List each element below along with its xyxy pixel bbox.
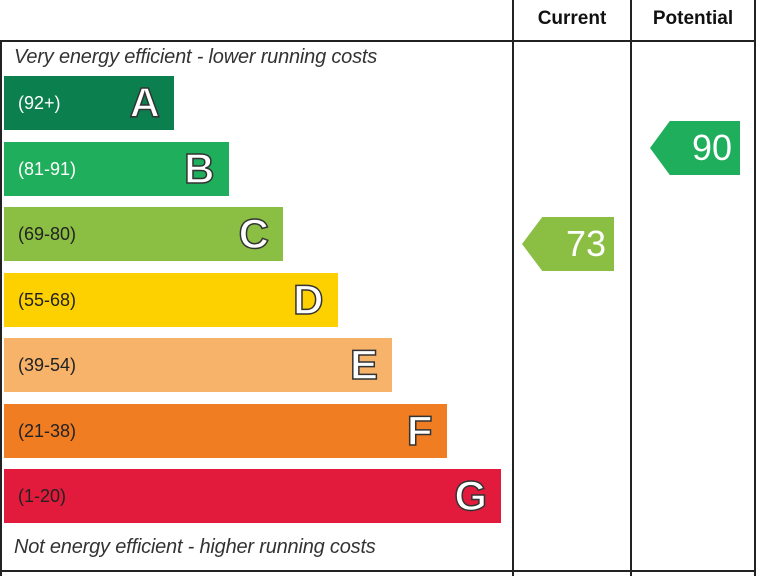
- potential-column-header: Potential: [652, 8, 734, 29]
- band-range-label: (81-91): [18, 158, 77, 179]
- band-g: (1-20) G: [4, 469, 501, 523]
- band-letter: F: [406, 406, 433, 455]
- divider-current-potential: [630, 0, 632, 576]
- right-border: [754, 0, 756, 576]
- divider-bands-current: [512, 0, 514, 576]
- band-e: (39-54) E: [4, 338, 392, 392]
- band-letter: E: [349, 340, 379, 389]
- top-rule: [0, 40, 756, 42]
- bottom-rule: [0, 570, 756, 572]
- potential-rating-arrow: 90: [650, 121, 740, 175]
- band-c: (69-80) C: [4, 207, 283, 261]
- band-letter: C: [238, 209, 270, 258]
- band-letter: G: [454, 471, 488, 520]
- band-letter: D: [292, 275, 324, 324]
- band-b: (81-91) B: [4, 141, 229, 196]
- band-letter: A: [129, 78, 161, 127]
- band-a: (92+) A: [4, 76, 174, 130]
- band-range-label: (39-54): [18, 355, 77, 375]
- band-range-label: (55-68): [18, 289, 77, 310]
- band-letter: B: [183, 144, 215, 193]
- band-range-label: (69-80): [18, 224, 77, 244]
- bottom-caption: Not energy efficient - higher running co…: [14, 536, 376, 558]
- left-border: [0, 40, 2, 576]
- current-rating-arrow: 73: [522, 217, 614, 271]
- top-caption: Very energy efficient - lower running co…: [14, 46, 378, 68]
- band-range-label: (1-20): [18, 486, 67, 506]
- band-range-label: (21-38): [18, 420, 77, 441]
- band-d: (55-68) D: [4, 272, 338, 327]
- current-rating-value: 73: [565, 223, 606, 264]
- potential-rating-value: 90: [691, 127, 732, 168]
- band-f: (21-38) F: [4, 403, 447, 458]
- current-column-header: Current: [537, 8, 607, 29]
- band-range-label: (92+): [18, 93, 61, 113]
